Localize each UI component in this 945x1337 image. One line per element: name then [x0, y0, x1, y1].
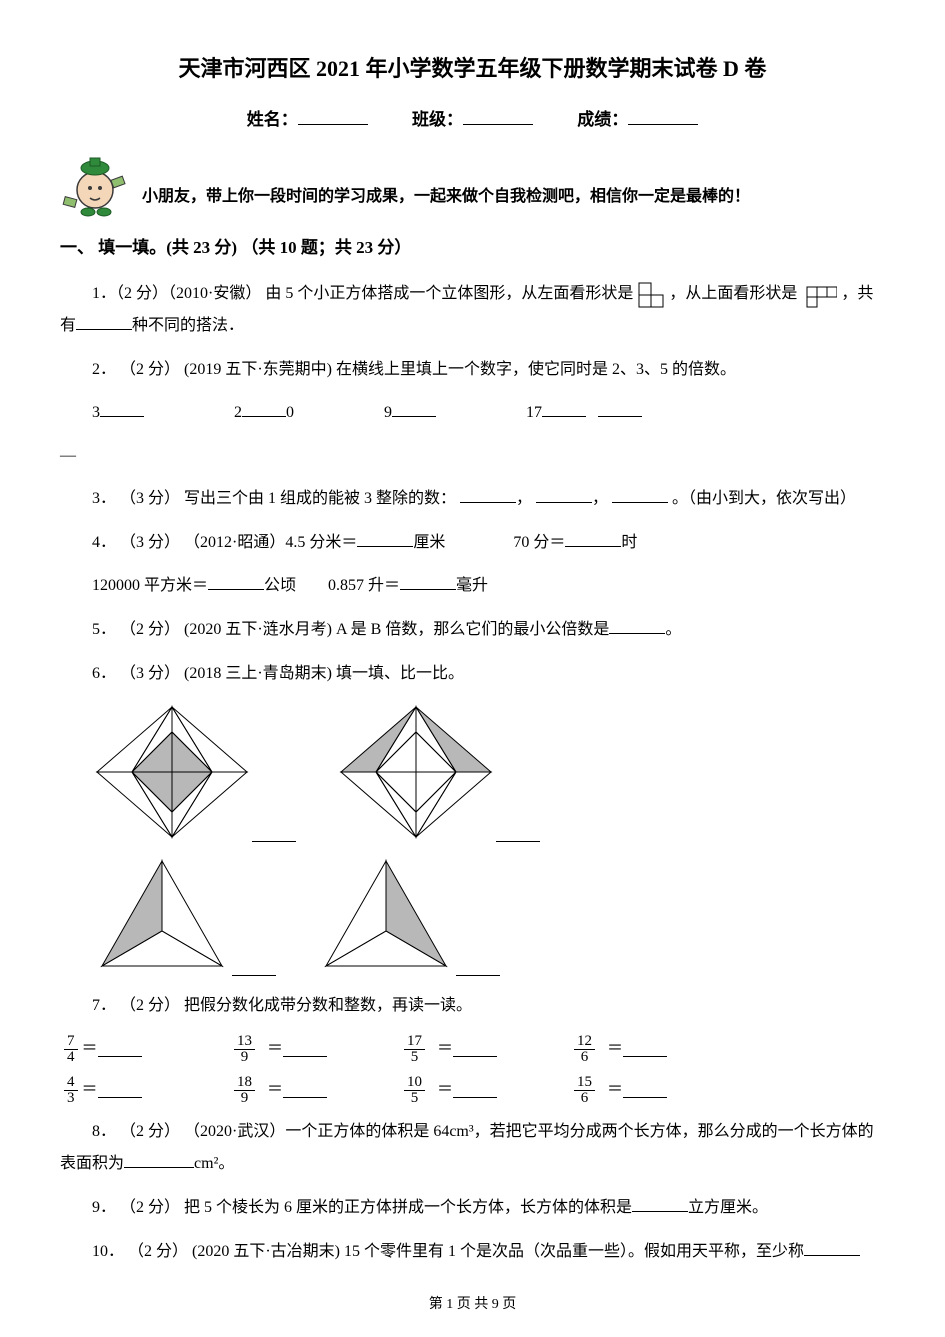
left-view-icon	[637, 281, 665, 309]
q3-blank-2[interactable]	[536, 487, 592, 503]
q7-r2-b3[interactable]	[453, 1082, 497, 1098]
q7-r2-c1: 43＝	[60, 1075, 230, 1106]
q2-item-2: 20	[234, 398, 294, 428]
q4-blank-2[interactable]	[565, 531, 621, 547]
question-4-line2: 120000 平方米＝公顷 0.857 升＝毫升	[92, 571, 885, 601]
q9-blank[interactable]	[632, 1196, 688, 1212]
q1-blank[interactable]	[76, 314, 132, 330]
q7-r1-b3[interactable]	[453, 1041, 497, 1057]
exam-title: 天津市河西区 2021 年小学数学五年级下册数学期末试卷 D 卷	[60, 48, 885, 90]
question-1: 1．（2 分）（2010·安徽） 由 5 个小正方体搭成一个立体图形，从左面看形…	[60, 278, 885, 342]
q7-row-1: 74＝ 139 ＝ 175 ＝ 126 ＝	[60, 1034, 885, 1065]
q2-trailing: —	[60, 441, 885, 471]
q3-prefix: 3． （3 分） 写出三个由 1 组成的能被 3 整除的数：	[92, 490, 456, 507]
q2-blank-4a[interactable]	[542, 401, 586, 417]
q8-blank[interactable]	[124, 1152, 194, 1168]
question-10: 10． （2 分） (2020 五下·古冶期末) 15 个零件里有 1 个是次品…	[60, 1236, 885, 1268]
q1-mid: ，从上面看形状是	[669, 285, 797, 302]
triangle-shapes-row	[92, 856, 885, 976]
q7-r2-b4[interactable]	[623, 1082, 667, 1098]
q3-tail: 。（由小到大，依次写出）	[672, 490, 856, 507]
question-2: 2． （2 分） (2019 五下·东莞期中) 在横线上里填上一个数字，使它同时…	[60, 354, 885, 386]
question-6: 6． （3 分） (2018 三上·青岛期末) 填一填、比一比。	[60, 658, 885, 690]
question-8: 8． （2 分） （2020·武汉）一个正方体的体积是 64cm³，若把它平均分…	[60, 1116, 885, 1180]
top-view-icon	[801, 281, 837, 309]
q2-blank-3[interactable]	[392, 401, 436, 417]
section-1-heading: 一、 填一填。(共 23 分) （共 10 题；共 23 分）	[60, 232, 885, 264]
q7-r2-c2: 189 ＝	[230, 1075, 400, 1106]
mascot-icon	[60, 148, 130, 218]
triangle-2-blank[interactable]	[456, 960, 500, 976]
q2-blank-4b[interactable]	[598, 401, 642, 417]
q7-r2-c3: 105 ＝	[400, 1075, 570, 1106]
q4-blank-3[interactable]	[208, 574, 264, 590]
q7-r2-b1[interactable]	[98, 1082, 142, 1098]
q3-blank-3[interactable]	[612, 487, 668, 503]
q10-blank[interactable]	[804, 1240, 860, 1256]
diamond-1	[92, 702, 296, 842]
class-blank[interactable]	[463, 108, 533, 125]
diamond-1-blank[interactable]	[252, 826, 296, 842]
q5-blank[interactable]	[609, 618, 665, 634]
q7-r1-b4[interactable]	[623, 1041, 667, 1057]
name-label: 姓名：	[247, 110, 298, 129]
header-fields: 姓名： 班级： 成绩：	[60, 104, 885, 136]
q7-r2-c4: 156 ＝	[570, 1075, 740, 1106]
triangle-2	[316, 856, 500, 976]
q1-prefix: 1．（2 分）（2010·安徽） 由 5 个小正方体搭成一个立体图形，从左面看形…	[92, 285, 633, 302]
page-footer: 第 1 页 共 9 页	[0, 1292, 945, 1319]
diamond-2	[336, 702, 540, 842]
triangle-1-blank[interactable]	[232, 960, 276, 976]
q7-r1-b2[interactable]	[283, 1041, 327, 1057]
class-label: 班级：	[412, 110, 463, 129]
question-9: 9． （2 分） 把 5 个棱长为 6 厘米的正方体拼成一个长方体，长方体的体积…	[60, 1192, 885, 1224]
question-7: 7． （2 分） 把假分数化成带分数和整数，再读一读。	[60, 990, 885, 1022]
q7-r1-c2: 139 ＝	[230, 1034, 400, 1065]
intro-text: 小朋友，带上你一段时间的学习成果，一起来做个自我检测吧，相信你一定是最棒的！	[142, 182, 750, 218]
q7-r1-c1: 74＝	[60, 1034, 230, 1065]
name-blank[interactable]	[298, 108, 368, 125]
q4-blank-1[interactable]	[357, 531, 413, 547]
q2-blank-1[interactable]	[100, 401, 144, 417]
q2-blank-2[interactable]	[242, 401, 286, 417]
score-label: 成绩：	[577, 110, 628, 129]
diamond-shapes-row	[92, 702, 885, 842]
question-4-line1: 4． （3 分） （2012·昭通）4.5 分米＝厘米 70 分＝时	[60, 527, 885, 559]
q7-row-2: 43＝ 189 ＝ 105 ＝ 156 ＝	[60, 1075, 885, 1106]
q2-item-4: 17	[526, 398, 642, 428]
q7-r1-b1[interactable]	[98, 1041, 142, 1057]
diamond-2-blank[interactable]	[496, 826, 540, 842]
intro-row: 小朋友，带上你一段时间的学习成果，一起来做个自我检测吧，相信你一定是最棒的！	[60, 148, 885, 218]
question-3: 3． （3 分） 写出三个由 1 组成的能被 3 整除的数： ， ， 。（由小到…	[60, 483, 885, 515]
triangle-1	[92, 856, 276, 976]
q7-r1-c4: 126 ＝	[570, 1034, 740, 1065]
score-blank[interactable]	[628, 108, 698, 125]
q2-item-3: 9	[384, 398, 436, 428]
q2-items: 3 20 9 17	[92, 398, 885, 428]
q1-tail: 种不同的搭法．	[132, 317, 244, 334]
question-5: 5． （2 分） (2020 五下·涟水月考) A 是 B 倍数，那么它们的最小…	[60, 614, 885, 646]
q3-blank-1[interactable]	[460, 487, 516, 503]
q4-blank-4[interactable]	[400, 574, 456, 590]
q7-r2-b2[interactable]	[283, 1082, 327, 1098]
q2-item-1: 3	[92, 398, 144, 428]
q7-r1-c3: 175 ＝	[400, 1034, 570, 1065]
